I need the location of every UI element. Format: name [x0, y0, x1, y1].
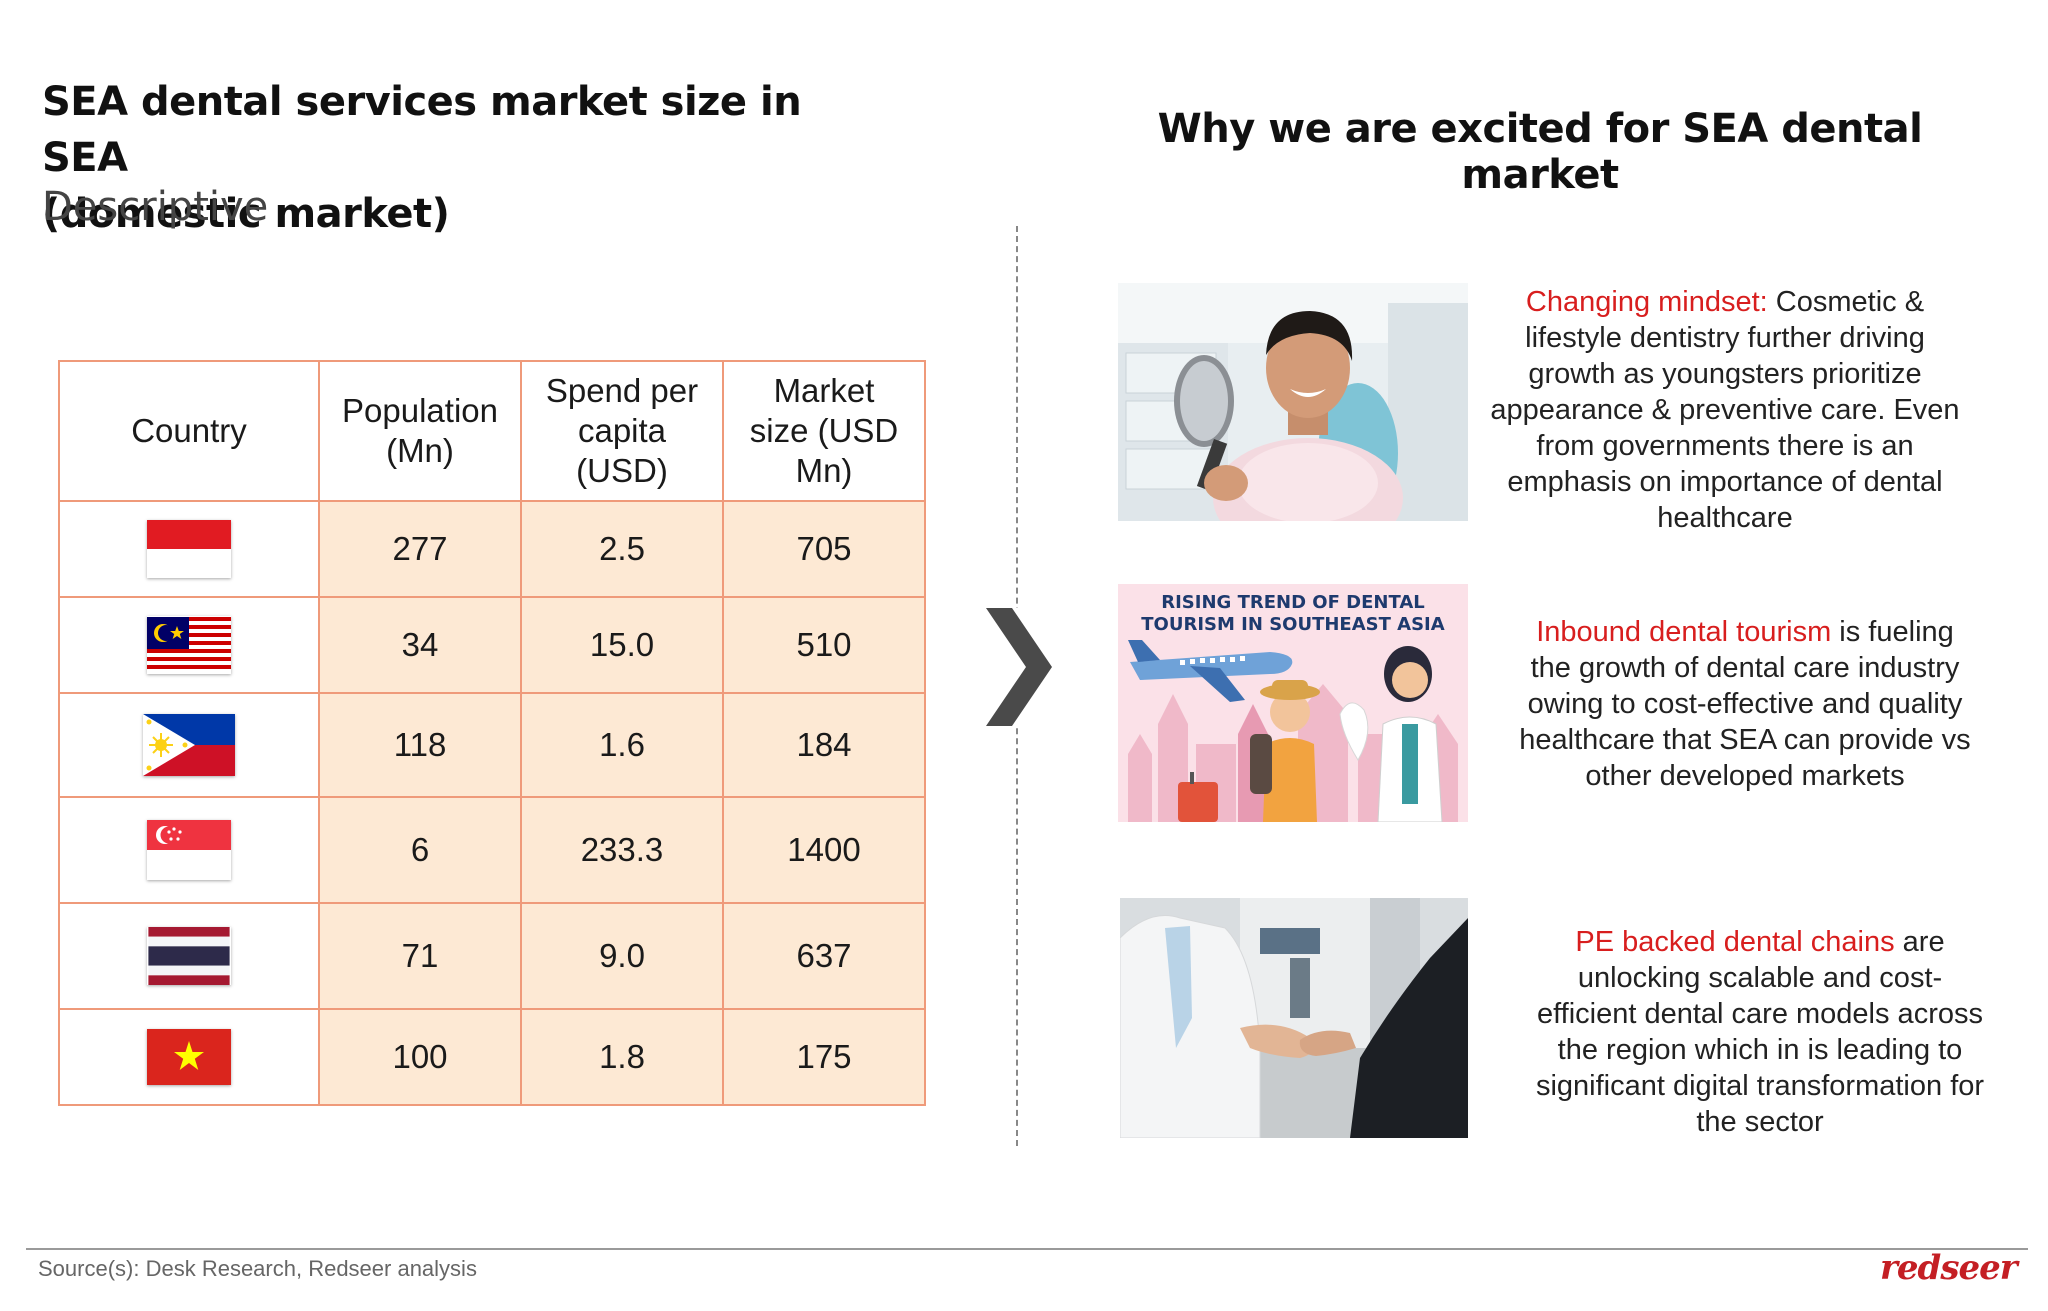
population-cell: 100 [318, 1008, 522, 1106]
illustration-caption: RISING TREND OF DENTAL TOURISM IN SOUTHE… [1118, 592, 1468, 636]
spend-cell: 233.3 [520, 796, 724, 904]
text-line: other developed markets [1585, 760, 1905, 792]
population-cell: 34 [318, 596, 522, 694]
item-pe-chains-text: PE backed dental chains are unlocking sc… [1500, 924, 2020, 1140]
country-cell [58, 1008, 320, 1106]
country-cell [58, 596, 320, 694]
text-line: unlocking scalable and cost- [1577, 962, 1943, 994]
text-line: significant digital transformation for [1535, 1070, 1985, 1102]
left-title-line2: (domestic market) [42, 191, 450, 237]
market-cell: 184 [722, 692, 926, 798]
text-line: are [1894, 926, 1945, 958]
table-row: 71 9.0 637 [58, 902, 926, 1010]
highlight-pe-chains: PE backed dental chains [1575, 926, 1895, 958]
header-country: Country [58, 360, 320, 502]
market-size-table: Country Population (Mn) Spend per capita… [58, 360, 926, 1106]
text-line: efficient dental care models across [1537, 998, 1983, 1030]
text-line: growth as youngsters prioritize [1528, 358, 1922, 390]
indonesia-flag [147, 520, 231, 578]
illustration-caption-line: RISING TREND OF DENTAL [1161, 592, 1425, 613]
market-cell: 510 [722, 596, 926, 694]
market-cell: 1400 [722, 796, 926, 904]
highlight-changing-mindset: Changing mindset: [1525, 286, 1768, 318]
population-cell: 277 [318, 500, 522, 598]
text-line: Cosmetic & [1767, 286, 1925, 318]
header-market-line: size (USD [749, 412, 899, 449]
footer-source: Source(s): Desk Research, Redseer analys… [38, 1256, 477, 1281]
spend-cell: 2.5 [520, 500, 724, 598]
country-cell [58, 692, 320, 798]
text-line: the region which in is leading to [1557, 1034, 1963, 1066]
table-row: 118 1.6 184 [58, 692, 926, 798]
country-cell [58, 902, 320, 1010]
market-cell: 175 [722, 1008, 926, 1106]
table-header-row: Country Population (Mn) Spend per capita… [58, 360, 926, 502]
header-population-line: (Mn) [386, 432, 454, 469]
header-spend: Spend per capita (USD) [520, 360, 724, 502]
dental-tourism-illustration: RISING TREND OF DENTAL TOURISM IN SOUTHE… [1118, 584, 1468, 822]
header-market: Market size (USD Mn) [722, 360, 926, 502]
text-line: healthcare [1657, 502, 1793, 534]
text-line: owing to cost-effective and quality [1527, 688, 1963, 720]
spend-cell: 15.0 [520, 596, 724, 694]
population-cell: 118 [318, 692, 522, 798]
table-row: 100 1.8 175 [58, 1008, 926, 1106]
highlight-dental-tourism: Inbound dental tourism [1536, 616, 1832, 648]
left-title: SEA dental services market size in SEA (… [42, 74, 842, 242]
text-line: emphasis on importance of dental [1507, 466, 1943, 498]
malaysia-flag [147, 616, 231, 674]
right-title: Why we are excited for SEA dental market [1157, 106, 1923, 198]
brand-logo: redseer [1880, 1248, 2018, 1288]
chevron-right-icon [982, 608, 1052, 726]
spend-cell: 9.0 [520, 902, 724, 1010]
text-line: the growth of dental care industry [1530, 652, 1960, 684]
table-row: 277 2.5 705 [58, 500, 926, 598]
population-cell: 6 [318, 796, 522, 904]
thailand-flag [147, 927, 231, 985]
text-line: appearance & preventive care. Even [1490, 394, 1960, 426]
spend-cell: 1.6 [520, 692, 724, 798]
header-spend-line: Spend per [545, 372, 699, 409]
text-line: is fueling [1831, 616, 1954, 648]
header-population-line: Population [342, 392, 498, 429]
handshake-photo [1120, 898, 1468, 1138]
header-spend-line: (USD) [576, 452, 668, 489]
text-line: healthcare that SEA can provide vs [1519, 724, 1971, 756]
dental-patient-mirror-photo [1118, 283, 1468, 521]
footer-divider [26, 1248, 2028, 1250]
table-row: 34 15.0 510 [58, 596, 926, 694]
vietnam-flag [147, 1029, 231, 1085]
text-line: from governments there is an [1536, 430, 1914, 462]
spend-cell: 1.8 [520, 1008, 724, 1106]
population-cell: 71 [318, 902, 522, 1010]
singapore-flag [147, 820, 231, 880]
country-cell [58, 796, 320, 904]
left-title-line1: SEA dental services market size in SEA [42, 79, 802, 181]
country-cell [58, 500, 320, 598]
text-line: the sector [1696, 1106, 1824, 1138]
table-row: 6 233.3 1400 [58, 796, 926, 904]
item-dental-tourism-text: Inbound dental tourism is fueling the gr… [1490, 614, 2000, 794]
item-changing-mindset-text: Changing mindset: Cosmetic & lifestyle d… [1470, 284, 1980, 536]
left-subtitle: Descriptive [42, 184, 269, 230]
illustration-caption-line: TOURISM IN SOUTHEAST ASIA [1141, 614, 1445, 635]
market-cell: 637 [722, 902, 926, 1010]
text-line: lifestyle dentistry further driving [1525, 322, 1925, 354]
header-spend-line: capita [577, 412, 667, 449]
header-market-line: Mn) [795, 452, 853, 489]
philippines-flag [143, 714, 235, 776]
header-population: Population (Mn) [318, 360, 522, 502]
header-market-line: Market [773, 372, 875, 409]
market-cell: 705 [722, 500, 926, 598]
